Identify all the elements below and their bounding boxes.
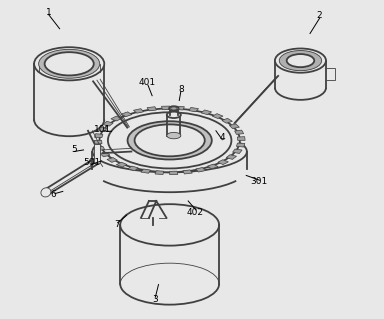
Polygon shape [97, 127, 107, 132]
Text: 5: 5 [71, 145, 77, 154]
Polygon shape [111, 116, 121, 121]
Text: 101: 101 [94, 125, 111, 134]
Polygon shape [237, 137, 245, 140]
Polygon shape [222, 118, 232, 123]
Text: 7: 7 [114, 220, 120, 229]
Ellipse shape [99, 108, 240, 172]
Ellipse shape [134, 124, 205, 156]
Polygon shape [96, 146, 105, 151]
Text: 501: 501 [83, 158, 100, 167]
Ellipse shape [275, 48, 326, 73]
Ellipse shape [279, 50, 322, 71]
Polygon shape [134, 109, 144, 113]
Text: 4: 4 [220, 133, 225, 142]
Polygon shape [189, 108, 199, 112]
Ellipse shape [287, 54, 314, 67]
Bar [326, 68, 335, 80]
Polygon shape [183, 170, 192, 174]
Polygon shape [170, 171, 178, 174]
Ellipse shape [45, 52, 94, 75]
Polygon shape [201, 110, 212, 115]
Polygon shape [212, 114, 223, 118]
Ellipse shape [170, 107, 177, 110]
Polygon shape [94, 140, 102, 144]
Polygon shape [100, 152, 110, 157]
Polygon shape [107, 158, 118, 162]
Polygon shape [235, 130, 244, 134]
Text: 301: 301 [250, 177, 268, 186]
Polygon shape [237, 143, 245, 147]
Text: 402: 402 [187, 208, 204, 217]
Ellipse shape [120, 204, 219, 246]
Polygon shape [147, 107, 156, 111]
Polygon shape [218, 160, 228, 165]
Polygon shape [229, 124, 239, 129]
Ellipse shape [108, 112, 232, 168]
Ellipse shape [169, 106, 179, 111]
Bar [94, 144, 100, 163]
Polygon shape [121, 112, 132, 117]
Polygon shape [155, 171, 164, 174]
Ellipse shape [34, 47, 104, 80]
Polygon shape [207, 164, 218, 169]
Ellipse shape [93, 131, 247, 172]
Polygon shape [175, 106, 184, 110]
Ellipse shape [39, 49, 100, 78]
Polygon shape [141, 169, 151, 173]
Polygon shape [196, 167, 206, 172]
Polygon shape [162, 106, 170, 110]
Ellipse shape [127, 121, 212, 160]
Ellipse shape [41, 188, 51, 197]
Text: 2: 2 [317, 11, 323, 20]
Polygon shape [103, 121, 113, 126]
Ellipse shape [167, 132, 181, 139]
Polygon shape [116, 162, 127, 167]
Ellipse shape [167, 112, 181, 118]
Text: 6: 6 [50, 190, 56, 199]
Polygon shape [94, 134, 103, 137]
Text: 8: 8 [178, 85, 184, 94]
Text: 401: 401 [139, 78, 156, 87]
Polygon shape [226, 155, 237, 160]
Polygon shape [128, 166, 138, 171]
Polygon shape [233, 149, 242, 153]
Text: 1: 1 [46, 8, 51, 17]
Text: 3: 3 [152, 295, 158, 304]
